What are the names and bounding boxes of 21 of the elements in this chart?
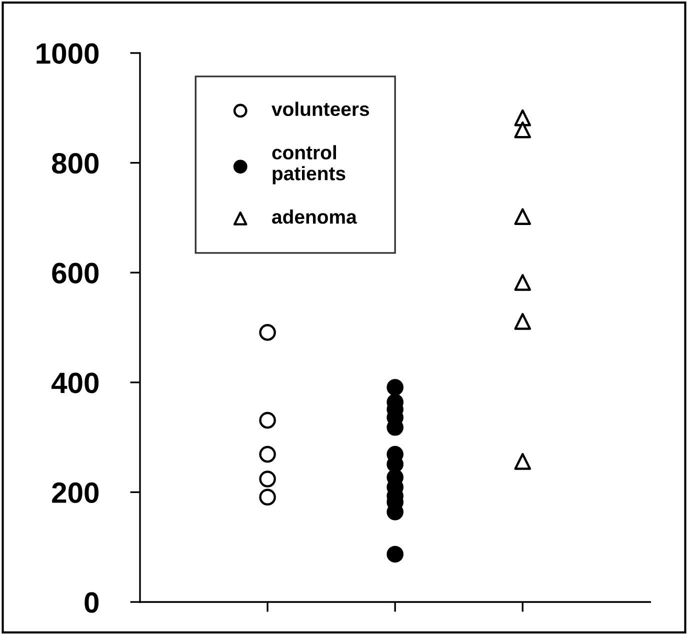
y-tick-label: 1000 [36, 43, 99, 64]
point [514, 274, 532, 291]
point [386, 378, 404, 396]
point [514, 121, 532, 138]
point [514, 453, 532, 470]
point [514, 313, 532, 330]
point [259, 470, 276, 488]
y-tick-label: 0 [84, 592, 99, 613]
point [259, 446, 276, 463]
y-tick-label: 600 [52, 262, 99, 284]
legend-label: adenoma [272, 210, 357, 224]
y-tick-label: 800 [52, 153, 99, 174]
legend-label: volunteers [272, 102, 370, 116]
point [259, 488, 276, 506]
y-tick-label: 200 [52, 482, 99, 504]
point [259, 324, 276, 341]
point [514, 208, 532, 226]
point [386, 546, 404, 563]
point [259, 412, 276, 429]
legend-label: control patients [272, 145, 346, 184]
y-tick-label: 400 [52, 372, 99, 394]
